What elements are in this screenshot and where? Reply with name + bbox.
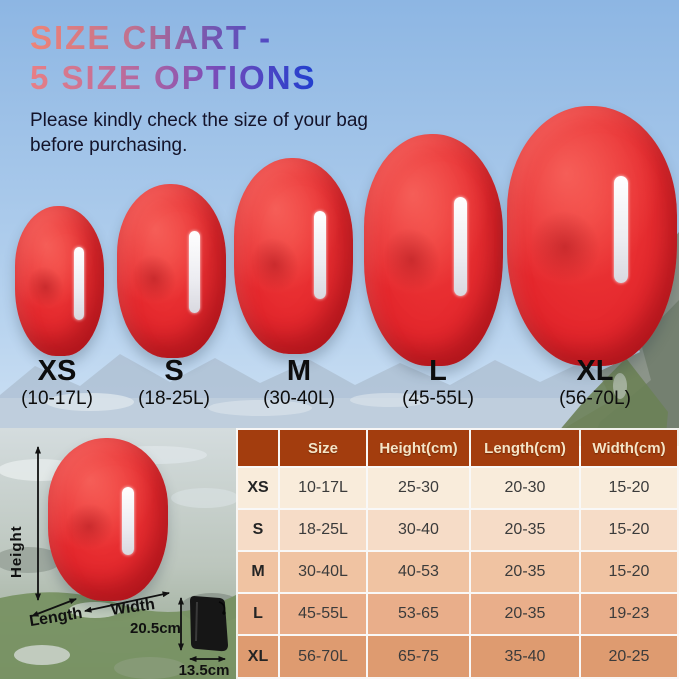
fabric-fold	[511, 189, 619, 304]
reflective-strip	[313, 210, 326, 300]
header-cell-height: Height(cm)	[368, 430, 469, 466]
width-arrow	[84, 591, 170, 613]
size-volume: (10-17L)	[21, 388, 93, 410]
reflective-strip	[614, 176, 629, 283]
pouch-height-value: 20.5cm	[130, 620, 181, 637]
size-name: M	[286, 355, 312, 387]
row-length-cell: 20-35	[471, 594, 579, 634]
size-table: Size Height(cm) Length(cm) Width(cm) XS …	[236, 428, 679, 679]
rain-cover-s	[117, 184, 226, 358]
row-length-cell: 20-30	[471, 468, 579, 508]
row-volume-cell: 56-70L	[280, 636, 366, 677]
subtitle: Please kindly check the size of your bag…	[30, 109, 368, 156]
row-length-cell: 35-40	[471, 636, 579, 677]
row-width-cell: 15-20	[581, 510, 677, 550]
fabric-fold	[236, 221, 313, 307]
row-height-cell: 65-75	[368, 636, 469, 677]
reflective-strip	[122, 486, 135, 556]
size-label-m: M (30-40L)	[236, 356, 362, 410]
storage-pouch	[190, 596, 228, 652]
row-height-cell: 25-30	[368, 468, 469, 508]
row-length-cell: 20-35	[471, 510, 579, 550]
rain-cover-xl	[507, 106, 677, 366]
row-volume-cell: 45-55L	[280, 594, 366, 634]
length-arrow	[31, 598, 77, 617]
rain-cover-m	[234, 158, 353, 354]
size-label-s: S (18-25L)	[111, 356, 237, 410]
row-height-cell: 40-53	[368, 552, 469, 592]
page-title-line-2: 5 SIZE OPTIONS	[30, 58, 317, 98]
row-volume-cell: 30-40L	[280, 552, 366, 592]
rain-cover-l	[364, 134, 503, 366]
row-volume-cell: 18-25L	[280, 510, 366, 550]
header-cell-size: Size	[280, 430, 366, 466]
row-width-cell: 15-20	[581, 468, 677, 508]
row-height-cell: 53-65	[368, 594, 469, 634]
size-volume: (18-25L)	[138, 388, 210, 410]
header-cell-width: Width(cm)	[581, 430, 677, 466]
header-cell-blank	[238, 430, 278, 466]
size-volume: (45-55L)	[402, 388, 474, 410]
page-title-line-1: SIZE CHART -	[30, 18, 272, 58]
fabric-fold	[366, 209, 456, 310]
size-name: S	[164, 355, 184, 387]
size-volume: (30-40L)	[263, 388, 335, 410]
size-volume: (56-70L)	[559, 388, 631, 410]
row-width-cell: 15-20	[581, 552, 677, 592]
measurement-diagram	[31, 446, 228, 662]
size-name: XS	[37, 355, 77, 387]
size-name: L	[429, 355, 447, 387]
row-size-cell: XS	[238, 468, 278, 508]
reflective-strip	[454, 196, 468, 297]
row-size-cell: XL	[238, 636, 278, 677]
row-width-cell: 20-25	[581, 636, 677, 677]
fabric-fold	[16, 254, 74, 320]
height-dimension-label: Height	[8, 525, 25, 578]
rain-cover-xs	[15, 206, 104, 356]
row-volume-cell: 10-17L	[280, 468, 366, 508]
header: SIZE CHART - 5 SIZE OPTIONS Please kindl…	[30, 18, 418, 158]
reflective-strip	[73, 246, 84, 320]
reflective-strip	[188, 230, 200, 313]
size-label-xs: XS (10-17L)	[0, 356, 120, 410]
measured-rain-cover	[48, 438, 168, 601]
pouch-width-value: 13.5cm	[178, 662, 230, 679]
header-cell-length: Length(cm)	[471, 430, 579, 466]
row-size-cell: S	[238, 510, 278, 550]
size-label-xl: XL (56-70L)	[532, 356, 658, 410]
row-width-cell: 19-23	[581, 594, 677, 634]
row-height-cell: 30-40	[368, 510, 469, 550]
size-name: XL	[576, 355, 614, 387]
fabric-fold	[119, 240, 189, 316]
row-size-cell: M	[238, 552, 278, 592]
size-label-l: L (45-55L)	[375, 356, 501, 410]
row-size-cell: L	[238, 594, 278, 634]
row-length-cell: 20-35	[471, 552, 579, 592]
